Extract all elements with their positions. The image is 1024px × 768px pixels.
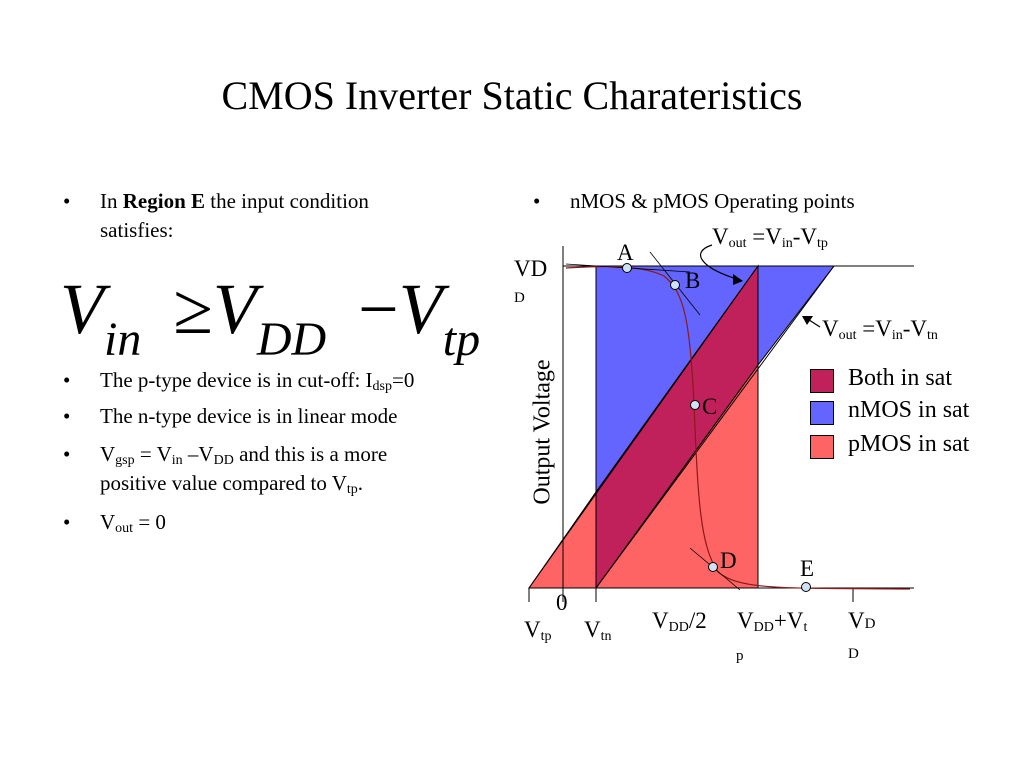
point-c-marker bbox=[690, 400, 700, 410]
y-axis-label: Output Voltage bbox=[529, 359, 556, 505]
arrow-vtn-head bbox=[802, 316, 813, 325]
vtc-curve bbox=[565, 265, 911, 590]
bullet-n-linear: • The n-type device is in linear mode bbox=[63, 404, 398, 428]
x-label-vdd-plus-vtp: VDD+Vt bbox=[737, 608, 808, 635]
point-c-label: C bbox=[702, 394, 718, 419]
x-label-vtn: Vtn bbox=[584, 617, 612, 644]
annotation-vout-vtn: Vout =Vin-Vtn bbox=[822, 316, 938, 343]
bullet-region-e: • In Region E the input condition satisf… bbox=[63, 189, 369, 242]
y-vdd-label: VD bbox=[514, 256, 548, 281]
bullet-operating-points: • nMOS & pMOS Operating points bbox=[533, 189, 855, 213]
x-label-vdd-plus-vtp-wrap: p bbox=[736, 648, 744, 664]
arrow-vtp-annotation bbox=[700, 244, 741, 281]
y-vdd-label-wrap: D bbox=[514, 290, 525, 306]
input-condition-formula: Vin ≥VDD −Vtp bbox=[60, 269, 481, 366]
point-b-marker bbox=[670, 280, 680, 290]
x-label-vdd: VD bbox=[848, 608, 876, 633]
legend-swatch-nmos bbox=[810, 401, 834, 425]
bullet-vgsp: • Vgsp = Vin –VDD and this is a more pos… bbox=[63, 442, 388, 497]
point-b-label: B bbox=[685, 268, 701, 293]
x-label-zero: 0 bbox=[556, 590, 568, 615]
arrow-vtp-head bbox=[733, 274, 743, 285]
point-a-label: A bbox=[617, 240, 634, 265]
point-a-marker bbox=[622, 263, 632, 273]
slide-title: CMOS Inverter Static Charateristics bbox=[221, 73, 803, 118]
legend-swatch-both bbox=[810, 369, 834, 393]
point-e-label: E bbox=[800, 556, 815, 581]
legend-swatch-pmos bbox=[810, 435, 834, 459]
x-label-vdd-wrap: D bbox=[848, 646, 859, 662]
vout-vin-vtp-line bbox=[528, 265, 759, 589]
bullet-vout: • Vout = 0 bbox=[63, 510, 166, 536]
x-label-vtp: Vtp bbox=[524, 617, 552, 644]
point-e-marker bbox=[801, 582, 811, 592]
point-d-marker bbox=[708, 562, 718, 572]
x-label-vdd-half: VDD/2 bbox=[652, 608, 707, 635]
vout-vin-vtn-line bbox=[595, 265, 835, 589]
bullet-p-cutoff: • The p-type device is in cut-off: Idsp=… bbox=[63, 368, 415, 394]
annotation-vout-vtp: Vout =Vin-Vtp bbox=[712, 224, 828, 251]
point-d-label: D bbox=[720, 548, 737, 573]
